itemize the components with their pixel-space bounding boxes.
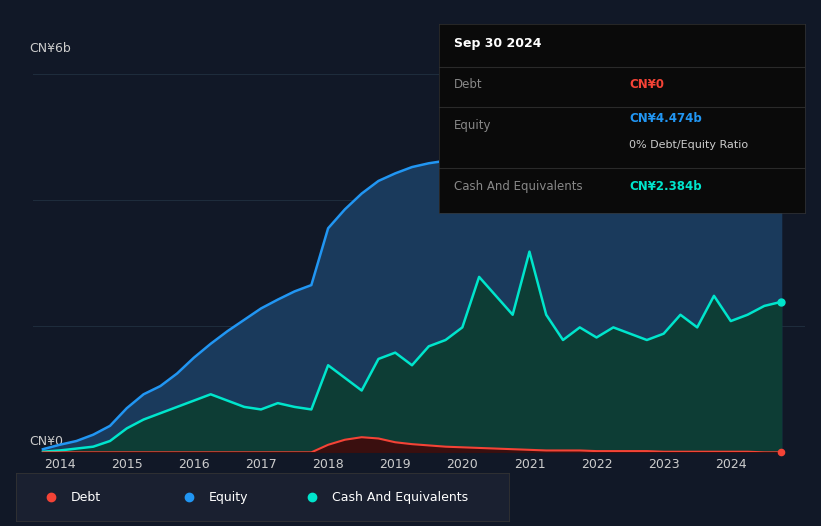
Text: CN¥6b: CN¥6b	[29, 42, 71, 55]
Text: Cash And Equivalents: Cash And Equivalents	[332, 491, 468, 503]
Point	[774, 448, 787, 457]
Text: Debt: Debt	[454, 78, 483, 91]
Text: CN¥0: CN¥0	[629, 78, 664, 91]
Text: 0% Debt/Equity Ratio: 0% Debt/Equity Ratio	[629, 140, 748, 150]
Text: Sep 30 2024: Sep 30 2024	[454, 37, 541, 50]
Text: CN¥4.474b: CN¥4.474b	[629, 112, 702, 125]
Text: Equity: Equity	[209, 491, 248, 503]
Text: CN¥0: CN¥0	[29, 435, 63, 448]
Point	[774, 298, 787, 306]
Text: Equity: Equity	[454, 119, 491, 133]
Text: CN¥2.384b: CN¥2.384b	[629, 180, 702, 193]
Point	[774, 166, 787, 174]
Text: Debt: Debt	[71, 491, 101, 503]
Text: Cash And Equivalents: Cash And Equivalents	[454, 180, 582, 193]
